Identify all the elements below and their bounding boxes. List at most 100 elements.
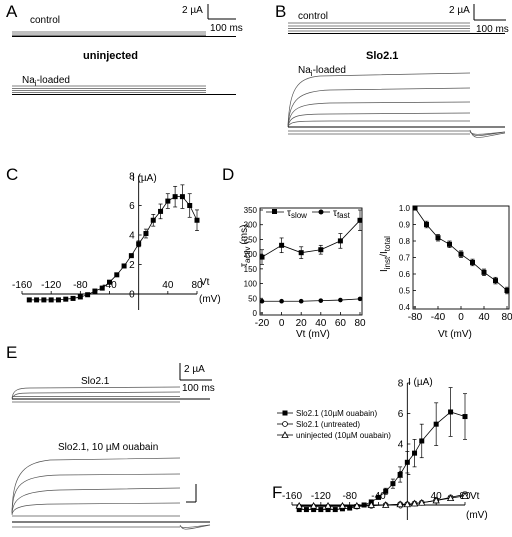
y-tick-label: 4 [129, 231, 135, 242]
series-0-point [150, 217, 156, 223]
series-2-point [324, 501, 332, 509]
series-2-point [403, 500, 412, 508]
series-2-point [432, 496, 440, 504]
panel-a-title: uninjected [83, 50, 138, 62]
series-0-point [493, 278, 498, 284]
panel-e-scale-bar-2 [186, 484, 197, 503]
series-0-point [187, 203, 193, 208]
x-tick-label: -80 [408, 312, 423, 323]
series-0-point [470, 259, 475, 265]
panel-a-scale-bar: 2 µA 100 ms [182, 4, 243, 34]
x-tick-label: -40 [431, 312, 446, 323]
series-0-point [279, 242, 285, 248]
series-1-point [338, 297, 343, 303]
series-0-point [48, 297, 54, 303]
panel-f-xlabel-vt: Vt [470, 491, 480, 502]
panel-d-right-chart: -80 -40 0 40 80 0.4 0.5 0.6 0.7 0.8 0.9 1.0 [399, 204, 512, 323]
panel-a-nai-traces [12, 85, 236, 95]
series-0-point [136, 241, 142, 247]
panel-b-scale-bar: 2 µA 100 ms [449, 4, 509, 35]
panel-b-letter: B [275, 2, 286, 21]
x-tick-label: 0 [279, 318, 285, 329]
panel-e-top-traces [11, 386, 210, 403]
series-0-point [55, 297, 61, 303]
series-0-point [99, 285, 105, 291]
series-0-point [419, 438, 425, 444]
series-1-line [262, 298, 361, 302]
series-2-point [309, 501, 318, 509]
panel-e-letter: E [6, 343, 17, 362]
panel-d-right-xlabel: Vt (mV) [438, 329, 472, 340]
series-0-point [143, 231, 149, 237]
series-0-point [404, 459, 410, 465]
y-tick-label: 2 [129, 260, 135, 271]
y-tick-label: 150 [244, 265, 258, 274]
x-tick-label: -120 [41, 280, 61, 291]
series-0-point [259, 254, 265, 260]
y-tick-label: 8 [129, 172, 135, 183]
panel-f-legend: Slo2.1 (10µM ouabain) Slo2.1 (untreated)… [277, 409, 391, 440]
series-1-point [318, 298, 324, 303]
series-2-point [367, 501, 375, 508]
series-0-point [303, 507, 309, 513]
y-tick-label: 200 [244, 250, 258, 259]
panel-e-scale-bar: 2 µA 100 ms [179, 363, 215, 394]
x-tick-label: 0 [458, 312, 464, 323]
series-0-point [337, 238, 343, 244]
panel-b-nai-label: Nai-loaded [298, 65, 346, 78]
panel-a-scale-time: 100 ms [210, 23, 243, 34]
panel-c-letter: C [6, 165, 18, 184]
x-tick-label: 40 [315, 318, 327, 329]
y-tick-label: 1.0 [399, 204, 411, 213]
series-0-point [318, 247, 324, 253]
series-2-line [299, 495, 466, 507]
y-tick-label: 0 [253, 309, 258, 318]
x-tick-label: -80 [73, 280, 88, 291]
y-tick-label: 4 [398, 440, 404, 451]
x-tick-label: 20 [296, 318, 308, 329]
series-2-point [410, 499, 419, 507]
series-0-point [296, 507, 302, 513]
series-1-point [357, 296, 363, 302]
series-0-point [347, 505, 353, 511]
series-0-point [462, 414, 468, 420]
panel-e-top-label: Slo2.1 [81, 376, 110, 387]
series-0-point [121, 263, 127, 269]
panel-f-ylabel: I (µA) [408, 377, 433, 388]
y-tick-label: 0.5 [399, 287, 411, 296]
panel-d-right-ylabel: Iinst/Itotal [379, 236, 392, 272]
panel-c-xlabel-vt: Vt [200, 277, 210, 288]
series-0-point [357, 217, 363, 223]
y-tick-label: 50 [248, 294, 257, 303]
legend-f-ouabain-marker [282, 410, 288, 416]
series-0-line [261, 220, 361, 258]
panel-e-scale-current: 2 µA [184, 364, 205, 375]
panel-e-scale-time: 100 ms [182, 383, 215, 394]
x-tick-label: 80 [354, 318, 366, 329]
legend-slow-label: τslow [287, 208, 307, 220]
series-2-point [461, 492, 469, 499]
series-2-point [295, 501, 303, 509]
panel-b-scale-current: 2 µA [449, 5, 470, 16]
series-2-point [382, 501, 390, 508]
series-0-point [85, 292, 91, 298]
series-0-point [332, 507, 338, 513]
series-0-point [92, 288, 98, 294]
x-tick-label: 40 [478, 312, 490, 323]
series-0-point [376, 494, 381, 500]
series-0-point [447, 241, 452, 247]
plot-frame [259, 207, 363, 316]
series-2-point [396, 500, 404, 508]
legend-fast-label: τfast [333, 208, 351, 220]
series-0-point [318, 507, 324, 513]
series-0-point [194, 217, 200, 223]
y-tick-label: 300 [244, 221, 258, 230]
series-0-point [458, 251, 464, 257]
y-tick-label: 0.9 [399, 221, 411, 230]
series-0-point [114, 272, 120, 278]
y-tick-label: 6 [398, 409, 404, 420]
series-2-point [353, 501, 361, 509]
panel-f-letter: F [272, 483, 282, 502]
